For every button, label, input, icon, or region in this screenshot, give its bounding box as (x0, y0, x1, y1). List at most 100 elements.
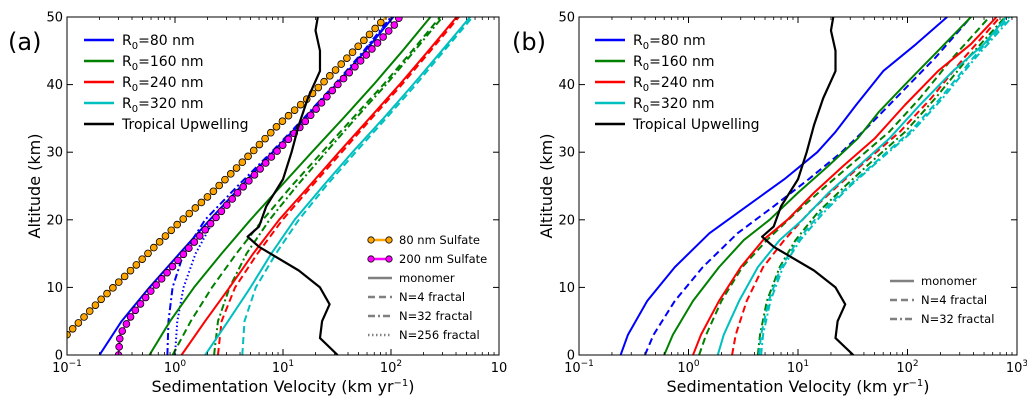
series-marker (328, 86, 337, 95)
legend-label: 200 nm Sulfate (399, 252, 487, 266)
series-line (180, 17, 458, 355)
series-marker (174, 256, 182, 265)
series-marker (238, 158, 247, 167)
series-marker (136, 300, 145, 308)
series-marker (167, 226, 176, 235)
x-tick-label: 103 (1006, 359, 1027, 376)
x-tick-label: 101 (272, 359, 294, 376)
panel-b-chart: (b) Altitude (km) Sedimentation Velocity… (512, 11, 1027, 397)
series-marker (68, 325, 77, 333)
series-marker (351, 62, 359, 71)
series-marker (103, 289, 111, 298)
series-marker (212, 213, 220, 222)
series-marker (255, 140, 264, 149)
legend-label: R0=320 nm (122, 96, 204, 115)
series-marker (144, 249, 152, 258)
series-marker (126, 313, 135, 321)
panel-a-plot-frame (66, 16, 500, 356)
series-marker (206, 219, 215, 228)
y-tick-label: 10 (558, 281, 575, 296)
series-marker (221, 175, 229, 184)
panel-b-plot-frame (578, 16, 1018, 356)
legend-label: R0=320 nm (633, 96, 715, 115)
series-line (663, 17, 972, 355)
series-marker (377, 18, 385, 27)
series-line (619, 17, 948, 355)
x-tick-label: 102 (896, 359, 918, 376)
panel-b-series-group (619, 17, 1013, 355)
series-line (148, 17, 432, 355)
panel-b-y-axis-title: Altitude (km) (537, 134, 556, 239)
series-marker (126, 266, 135, 275)
series-marker (168, 262, 177, 271)
y-tick-label: 0 (55, 349, 63, 364)
series-marker (203, 193, 212, 201)
y-tick-label: 30 (558, 146, 575, 161)
x-tick-label: 102 (380, 359, 402, 376)
panel-a-legend-upper: R0=80 nm R0=160 nm R0=240 nm R0=320 nm Tropi… (84, 33, 249, 133)
series-marker (195, 232, 204, 240)
series-marker (356, 57, 365, 65)
series-marker (323, 92, 331, 101)
legend-marker (385, 236, 393, 244)
series-marker (67, 330, 71, 339)
series-line (166, 17, 392, 355)
series-marker (368, 45, 376, 53)
series-marker (131, 306, 140, 315)
legend-label: Tropical Upwelling (632, 117, 760, 133)
legend-label: N=32 fractal (921, 312, 994, 326)
y-tick-label: 10 (46, 281, 63, 296)
series-marker (118, 327, 127, 335)
series-line (716, 17, 1008, 355)
series-marker (163, 268, 171, 277)
x-tick-label: 10−1 (52, 359, 82, 376)
series-marker (348, 48, 357, 57)
series-marker (395, 17, 403, 22)
x-tick-label: 100 (164, 359, 187, 376)
legend-label: N=4 fractal (921, 293, 987, 307)
series-marker (157, 275, 166, 283)
x-tick-label: 10 (491, 361, 508, 376)
series-marker (155, 238, 164, 246)
legend-marker (367, 255, 375, 263)
legend-marker (367, 236, 375, 244)
panel-a-label: (a) (8, 28, 41, 56)
series-marker (185, 209, 194, 218)
series-line (692, 17, 998, 355)
series-marker (290, 106, 299, 114)
series-marker (109, 284, 117, 292)
series-line (756, 17, 1006, 355)
series-marker (245, 177, 253, 185)
y-tick-label: 50 (46, 11, 63, 26)
legend-label: R0=240 nm (122, 75, 204, 94)
series-line (698, 17, 991, 355)
legend-label: R0=80 nm (633, 33, 706, 52)
y-tick-label: 20 (558, 213, 575, 228)
series-marker (320, 77, 328, 86)
series-marker (122, 320, 131, 328)
series-marker (261, 134, 269, 143)
panel-a-legend-lower: 80 nm Sulfate 200 nm Sulfate monomer N=4 fr… (367, 233, 487, 342)
series-marker (278, 117, 287, 125)
legend-label: Tropical Upwelling (121, 117, 249, 133)
panel-b-x-axis-title: Sedimentation Velocity (km yr−1) (666, 377, 929, 396)
series-marker (115, 334, 124, 343)
y-tick-label: 0 (567, 349, 575, 364)
series-marker (362, 51, 371, 59)
series-marker (173, 220, 181, 229)
series-marker (120, 272, 129, 281)
legend-label: R0=160 nm (122, 54, 204, 73)
series-marker (317, 99, 326, 107)
series-marker (373, 39, 382, 47)
series-marker (232, 164, 241, 172)
series-marker (278, 141, 287, 149)
series-line (757, 17, 1011, 355)
series-marker (267, 153, 276, 161)
series-marker (233, 188, 242, 197)
y-tick-label: 20 (46, 213, 63, 228)
series-line (246, 17, 339, 355)
series-marker (284, 135, 293, 144)
series-marker (390, 21, 399, 29)
y-tick-label: 50 (558, 11, 575, 26)
